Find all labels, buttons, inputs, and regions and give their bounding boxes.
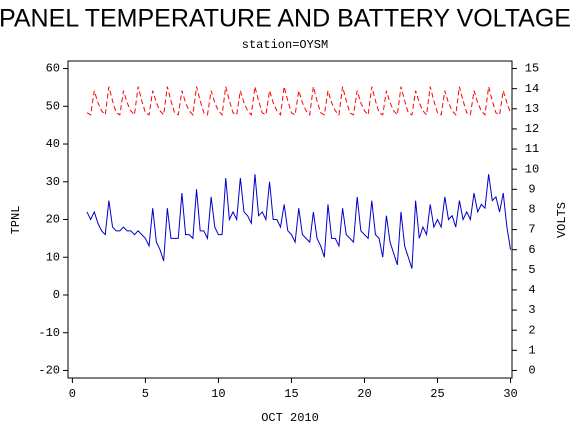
y-tick-label: 40 [46, 137, 60, 151]
series-line [86, 174, 512, 269]
y2-tick-label: 1 [528, 343, 535, 357]
x-tick-label: 30 [503, 387, 517, 401]
y-tick-label: 0 [53, 288, 60, 302]
x-tick-label: 5 [142, 387, 149, 401]
y2-tick-label: 13 [525, 102, 539, 116]
y2-tick-label: 2 [528, 323, 535, 337]
x-axis-label: OCT 2010 [261, 411, 319, 425]
x-tick-label: 20 [357, 387, 371, 401]
y-tick-label: -20 [38, 364, 60, 378]
x-tick-label: 10 [211, 387, 225, 401]
y2-tick-label: 7 [528, 223, 535, 237]
y2-tick-label: 11 [525, 142, 539, 156]
y2-tick-label: 5 [528, 263, 535, 277]
y-tick-label: 30 [46, 175, 60, 189]
y2-tick-label: 3 [528, 303, 535, 317]
y-tick-label: 50 [46, 99, 60, 113]
y2-tick-label: 15 [525, 62, 539, 76]
x-tick-label: 15 [284, 387, 298, 401]
y2-tick-label: 9 [528, 182, 535, 196]
y-tick-label: -10 [38, 326, 60, 340]
x-tick-label: 0 [69, 387, 76, 401]
y2-tick-label: 14 [525, 82, 539, 96]
y-tick-label: 20 [46, 213, 60, 227]
y2-tick-label: 0 [528, 364, 535, 378]
y2-tick-label: 10 [525, 162, 539, 176]
y2-axis-label: VOLTS [555, 202, 569, 238]
chart-title: PANEL TEMPERATURE AND BATTERY VOLTAGE [0, 5, 570, 33]
x-tick-label: 25 [430, 387, 444, 401]
y-axis-label: TPNL [9, 206, 23, 235]
y2-tick-label: 4 [528, 283, 535, 297]
series-line [86, 86, 512, 116]
y2-tick-label: 6 [528, 243, 535, 257]
chart-subtitle: station=OYSM [242, 38, 328, 52]
y-tick-label: 10 [46, 250, 60, 264]
y2-tick-label: 12 [525, 122, 539, 136]
y-tick-label: 60 [46, 62, 60, 76]
y2-tick-label: 8 [528, 203, 535, 217]
